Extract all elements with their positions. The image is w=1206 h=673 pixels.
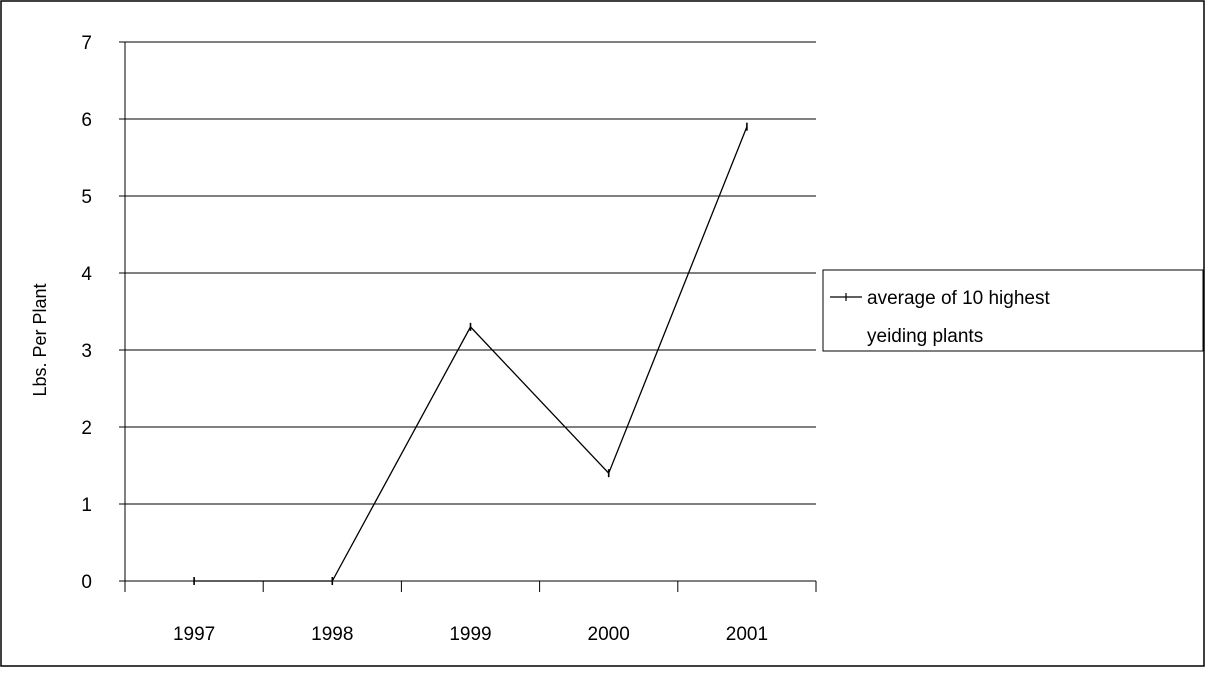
y-tick-label: 3 bbox=[81, 341, 92, 362]
y-tick-label: 1 bbox=[81, 495, 92, 516]
y-tick-label: 4 bbox=[81, 264, 92, 285]
y-tick-label: 6 bbox=[81, 110, 92, 131]
gridlines bbox=[125, 41, 816, 505]
series-group bbox=[193, 122, 748, 585]
y-ticks: 0 1 2 3 4 5 6 7 bbox=[81, 33, 125, 593]
legend-box bbox=[822, 269, 1204, 352]
legend: average of 10 highest yeiding plants bbox=[822, 269, 1204, 352]
y-tick-label: 7 bbox=[81, 33, 92, 54]
legend-label-line1: average of 10 highest bbox=[867, 288, 1050, 309]
x-ticks: 1997 1998 1999 2000 2001 bbox=[124, 581, 817, 645]
y-tick-label: 0 bbox=[81, 572, 92, 593]
x-tick-label: 2001 bbox=[726, 624, 768, 645]
y-tick-label: 5 bbox=[81, 187, 92, 208]
legend-label-line2: yeiding plants bbox=[867, 326, 983, 347]
y-tick-label: 2 bbox=[81, 418, 92, 439]
y-axis-label: Lbs. Per Plant bbox=[30, 283, 50, 396]
x-tick-label: 1999 bbox=[449, 624, 491, 645]
x-tick-label: 2000 bbox=[588, 624, 630, 645]
x-tick-label: 1998 bbox=[311, 624, 353, 645]
x-tick-label: 1997 bbox=[173, 624, 215, 645]
